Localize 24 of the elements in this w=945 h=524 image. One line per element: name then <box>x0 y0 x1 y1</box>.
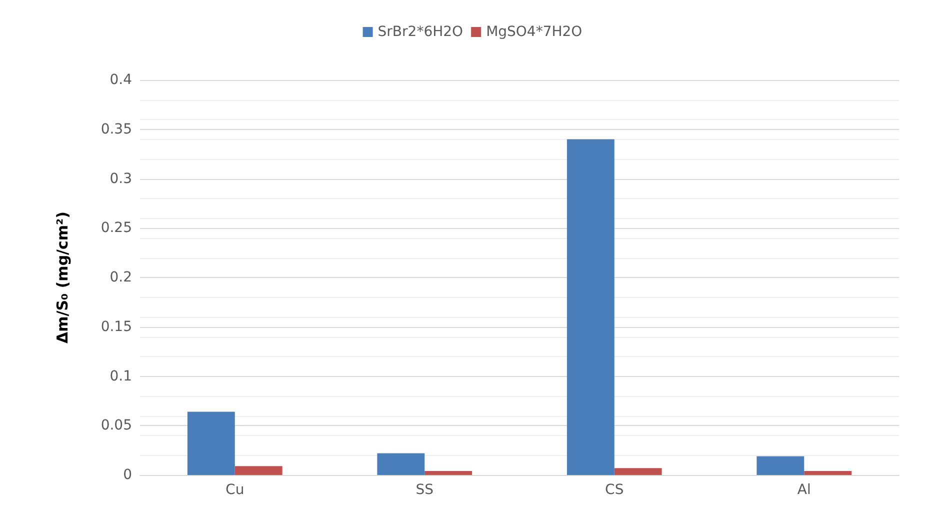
bar <box>424 471 472 475</box>
y-tick-label: 0.25 <box>100 220 132 236</box>
x-tick-label: CS <box>605 482 624 498</box>
bar <box>614 468 662 475</box>
bar <box>377 453 425 475</box>
bar <box>187 412 235 475</box>
y-tick-label: 0.05 <box>100 418 132 434</box>
y-tick-label: 0.2 <box>110 270 132 286</box>
y-tick-label: 0.15 <box>100 318 132 335</box>
legend-label: SrBr2*6H2O <box>378 24 464 40</box>
y-tick-label: 0.35 <box>100 121 132 138</box>
y-tick-label: 0.4 <box>110 72 132 88</box>
bar <box>804 471 852 475</box>
y-tick-label: 0 <box>123 467 132 483</box>
legend-label: MgSO4*7H2O <box>486 24 582 40</box>
x-tick-label: Cu <box>226 482 244 498</box>
y-tick-label: 0.3 <box>110 170 132 187</box>
bar <box>234 466 282 475</box>
x-tick-label: SS <box>416 482 434 498</box>
bar <box>566 139 614 475</box>
bar <box>756 456 804 475</box>
x-tick-label: Al <box>797 482 811 498</box>
y-tick-label: 0.1 <box>110 368 132 384</box>
y-axis-title: Δm/S₀ (mg/cm²) <box>54 212 72 344</box>
